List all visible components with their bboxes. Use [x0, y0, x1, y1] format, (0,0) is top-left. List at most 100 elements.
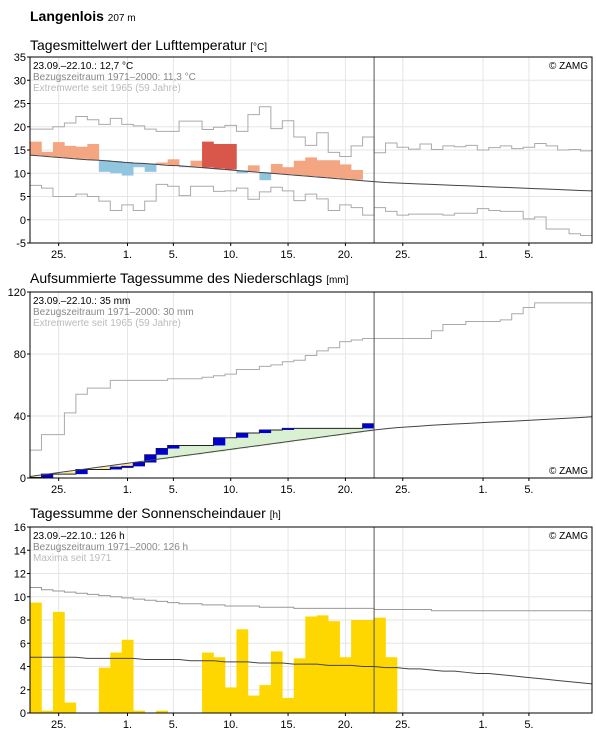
sunshine-bar: [98, 667, 111, 713]
y-tick-label: 80: [14, 349, 26, 361]
sunshine-bar: [41, 710, 54, 713]
y-tick-label: 40: [14, 411, 26, 423]
x-tick-label: 5.: [524, 484, 533, 496]
precipitation-deviation-area: [259, 429, 272, 446]
sunshine-bar: [247, 695, 260, 713]
x-tick-label: 15.: [280, 719, 295, 729]
x-tick-label: 25.: [395, 484, 410, 496]
temperature-bar: [98, 160, 111, 172]
temperature-bar: [213, 143, 226, 169]
info-line: Bezugszeitraum 1971–2000: 11,3 °C: [33, 72, 196, 83]
temperature-bar: [156, 162, 168, 165]
info-line: Maxima seit 1971: [33, 553, 112, 564]
y-tick-label: 5: [20, 192, 26, 204]
sunshine-bar: [224, 687, 237, 713]
daily-precipitation-bar: [156, 448, 168, 455]
precipitation-deviation-area: [328, 428, 340, 437]
temperature-bar: [144, 163, 157, 172]
temperature-unit: [°C]: [250, 42, 267, 53]
y-tick-label: 16: [14, 522, 26, 534]
sunshine-bar: [339, 657, 352, 713]
y-tick-label: 15: [14, 145, 26, 157]
x-tick-label: 20.: [338, 484, 353, 496]
precipitation-chart-title: Aufsummierte Tagessumme des Niederschlag…: [30, 270, 348, 286]
y-tick-label: 30: [14, 75, 26, 87]
temperature-bar: [224, 143, 237, 170]
temperature-bar: [305, 157, 318, 177]
precipitation-deviation-area: [316, 428, 329, 438]
normal-line: [30, 154, 592, 192]
x-tick-label: 1.: [123, 719, 132, 729]
temperature-bar: [270, 163, 283, 174]
sunshine-bar: [259, 685, 272, 713]
x-tick-label: 25.: [395, 719, 410, 729]
info-line: Extremwerte seit 1965 (59 Jahre): [33, 83, 181, 94]
temperature-bar: [202, 141, 214, 168]
normal-line: [30, 656, 592, 685]
x-tick-label: 5.: [169, 719, 178, 729]
y-tick-label: 14: [14, 545, 26, 557]
y-tick-label: -5: [16, 238, 26, 250]
precipitation-deviation-area: [236, 433, 249, 449]
x-tick-label: 5.: [169, 484, 178, 496]
y-tick-label: 20: [14, 122, 26, 134]
sunshine-bar: [64, 702, 77, 713]
info-line: Extremwerte seit 1965 (59 Jahre): [33, 318, 181, 329]
x-tick-label: 1.: [478, 719, 487, 729]
y-tick-label: 120: [8, 287, 26, 299]
sunshine-chart-title: Tagessumme der Sonnenscheindauer [h]: [30, 505, 281, 521]
x-tick-label: 10.: [223, 719, 238, 729]
daily-precipitation-bar: [41, 474, 54, 478]
x-tick-label: 1.: [478, 484, 487, 496]
x-tick-label: 20.: [338, 719, 353, 729]
x-tick-label: 15.: [280, 484, 295, 496]
sunshine-unit: [h]: [269, 510, 281, 521]
y-tick-label: 0: [20, 473, 26, 485]
normal-line: [30, 416, 592, 477]
sunshine-bar: [270, 651, 283, 713]
sunshine-bar: [385, 657, 398, 713]
precipitation-unit: [mm]: [326, 275, 349, 286]
x-tick-label: 10.: [223, 484, 238, 496]
precipitation-deviation-area: [110, 465, 123, 468]
plot-frame: [29, 291, 593, 479]
temperature-bar: [190, 160, 203, 167]
y-tick-label: 2: [20, 685, 26, 697]
x-tick-label: 15.: [280, 249, 295, 261]
y-tick-label: 0: [20, 708, 26, 720]
info-line: Bezugszeitraum 1971–2000: 126 h: [33, 542, 188, 553]
station-elevation: 207 m: [107, 13, 136, 24]
temperature-bar: [351, 169, 363, 180]
precipitation-deviation-area: [98, 467, 111, 470]
daily-precipitation-bar: [282, 428, 295, 430]
precipitation-deviation-area: [282, 428, 295, 443]
info-line: 23.09.–22.10.: 12,7 °C: [33, 61, 133, 72]
copyright-label: © ZAMG: [549, 466, 588, 477]
daily-precipitation-bar: [167, 445, 180, 449]
precipitation-deviation-area: [167, 445, 180, 458]
x-tick-label: 5.: [524, 249, 533, 261]
temperature-bar: [293, 160, 306, 176]
precipitation-deviation-area: [305, 428, 318, 440]
precipitation-deviation-area: [179, 445, 191, 457]
precipitation-deviation-area: [64, 471, 77, 475]
daily-precipitation-bar: [110, 467, 123, 470]
copyright-label: © ZAMG: [549, 61, 588, 72]
sunshine-bar: [293, 658, 306, 713]
daily-precipitation-bar: [75, 469, 88, 475]
temperature-title-text: Tagesmittelwert der Lufttemperatur: [30, 37, 247, 53]
x-tick-label: 5.: [169, 249, 178, 261]
temperature-bar: [64, 145, 77, 158]
y-tick-label: 10: [14, 592, 26, 604]
sunshine-title-text: Tagessumme der Sonnenscheindauer: [30, 505, 266, 521]
max-extreme-line: [30, 302, 592, 451]
temperature-chart-title: Tagesmittelwert der Lufttemperatur [°C]: [30, 37, 267, 53]
info-line: 23.09.–22.10.: 126 h: [33, 531, 125, 542]
x-tick-label: 1.: [123, 249, 132, 261]
plot-area: [30, 302, 592, 478]
x-tick-label: 10.: [223, 249, 238, 261]
temperature-bar: [121, 162, 134, 176]
precipitation-title-text: Aufsummierte Tagessumme des Niederschlag…: [30, 270, 323, 286]
temperature-bar: [259, 172, 272, 181]
